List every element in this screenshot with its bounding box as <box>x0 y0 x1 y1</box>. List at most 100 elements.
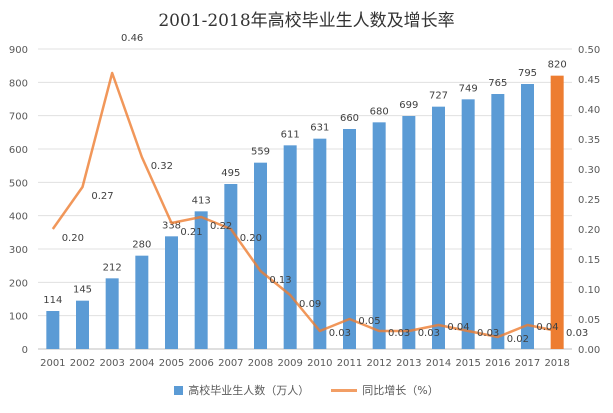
x-tick: 2005 <box>159 358 184 369</box>
bar-label: 680 <box>370 106 389 117</box>
y-left-tick: 500 <box>9 178 28 189</box>
line-label: 0.03 <box>477 328 499 339</box>
x-tick: 2003 <box>99 358 124 369</box>
x-tick: 2017 <box>515 358 540 369</box>
x-tick: 2018 <box>544 358 569 369</box>
bar <box>491 94 505 349</box>
y-left-tick: 900 <box>9 45 28 56</box>
bar <box>313 138 327 349</box>
line-label: 0.04 <box>536 322 558 333</box>
bar-label: 765 <box>488 78 507 89</box>
chart-title: 2001-2018年高校毕业生人数及增长率 <box>158 11 455 31</box>
y-left-tick: 0 <box>22 345 28 356</box>
x-tick: 2007 <box>218 358 243 369</box>
growth-line <box>51 71 558 339</box>
bar <box>224 184 238 349</box>
line-label: 0.03 <box>566 328 588 339</box>
line-label: 0.32 <box>151 161 173 172</box>
x-tick: 2013 <box>396 358 421 369</box>
y-right-tick: 0.00 <box>578 345 600 356</box>
line-label: 0.04 <box>447 322 469 333</box>
x-tick: 2006 <box>188 358 213 369</box>
x-tick: 2011 <box>337 358 362 369</box>
bar <box>461 99 475 349</box>
legend-label-line: 同比增长（%） <box>362 384 439 397</box>
bar-label: 495 <box>221 168 240 179</box>
x-tick: 2004 <box>129 358 154 369</box>
y-right-tick: 0.35 <box>578 135 600 146</box>
bar <box>372 122 386 349</box>
bar <box>521 84 534 349</box>
bar-label: 660 <box>340 113 359 124</box>
bar-label: 699 <box>399 100 418 111</box>
line-label: 0.09 <box>299 299 321 310</box>
y-right-tick: 0.15 <box>578 255 600 266</box>
bar-label: 749 <box>459 83 478 94</box>
y-left-tick: 600 <box>9 145 28 156</box>
bar <box>76 300 89 349</box>
x-tick: 2015 <box>455 358 480 369</box>
x-tick: 2010 <box>307 358 332 369</box>
bar <box>343 129 356 349</box>
bar-label: 212 <box>103 262 122 273</box>
bar <box>194 211 208 349</box>
y-left-tick: 200 <box>9 278 28 289</box>
line-label: 0.03 <box>329 328 351 339</box>
bar <box>254 162 267 349</box>
bar <box>135 255 149 349</box>
x-tick: 2002 <box>70 358 95 369</box>
bar <box>402 116 416 349</box>
y-right-tick: 0.10 <box>578 285 600 296</box>
bar-label: 114 <box>43 295 62 306</box>
bar-label: 145 <box>73 285 92 296</box>
bar <box>550 75 564 350</box>
x-tick: 2016 <box>485 358 510 369</box>
y-right-tick: 0.05 <box>578 315 600 326</box>
bar-label: 413 <box>192 195 211 206</box>
y-right-tick: 0.25 <box>578 195 600 206</box>
legend: 高校毕业生人数（万人） 同比增长（%） <box>0 382 613 398</box>
x-tick: 2014 <box>426 358 451 369</box>
bar-label: 338 <box>162 220 181 231</box>
line-label: 0.03 <box>418 328 440 339</box>
legend-label-bar: 高校毕业生人数（万人） <box>188 384 310 397</box>
legend-item-bar[interactable]: 高校毕业生人数（万人） <box>174 382 309 398</box>
bar <box>46 311 60 349</box>
y-left-tick: 400 <box>9 212 28 223</box>
x-tick: 2001 <box>40 358 65 369</box>
bar-label: 280 <box>132 240 151 251</box>
line-label: 0.05 <box>358 316 380 327</box>
y-right-tick: 0.50 <box>578 45 600 56</box>
y-left-tick: 100 <box>9 312 28 323</box>
line-label: 0.13 <box>269 275 291 286</box>
bar-label: 611 <box>281 129 300 140</box>
line-label: 0.20 <box>62 233 84 244</box>
legend-swatch-bar <box>174 385 184 395</box>
bar-label: 559 <box>251 147 270 158</box>
legend-swatch-line <box>331 388 358 392</box>
y-right-tick: 0.40 <box>578 105 600 116</box>
y-right-tick: 0.45 <box>578 75 600 86</box>
y-right-tick: 0.20 <box>578 225 600 236</box>
y-right-tick: 0.30 <box>578 165 600 176</box>
line-label: 0.20 <box>240 233 262 244</box>
legend-item-line[interactable]: 同比增长（%） <box>331 382 439 398</box>
line-label: 0.21 <box>180 227 202 238</box>
bar-label: 795 <box>518 68 537 79</box>
line-label: 0.22 <box>210 221 232 232</box>
bar <box>105 278 119 349</box>
bar <box>283 145 297 349</box>
bar <box>165 236 178 349</box>
x-tick: 2008 <box>248 358 273 369</box>
bar-label: 727 <box>429 91 448 102</box>
y-left-tick: 700 <box>9 112 28 123</box>
y-left-tick: 300 <box>9 245 28 256</box>
bar <box>432 106 445 350</box>
x-tick: 2009 <box>277 358 302 369</box>
line-label: 0.27 <box>91 191 113 202</box>
x-tick: 2012 <box>366 358 391 369</box>
line-label: 0.46 <box>121 33 143 44</box>
line-label: 0.02 <box>507 334 529 345</box>
